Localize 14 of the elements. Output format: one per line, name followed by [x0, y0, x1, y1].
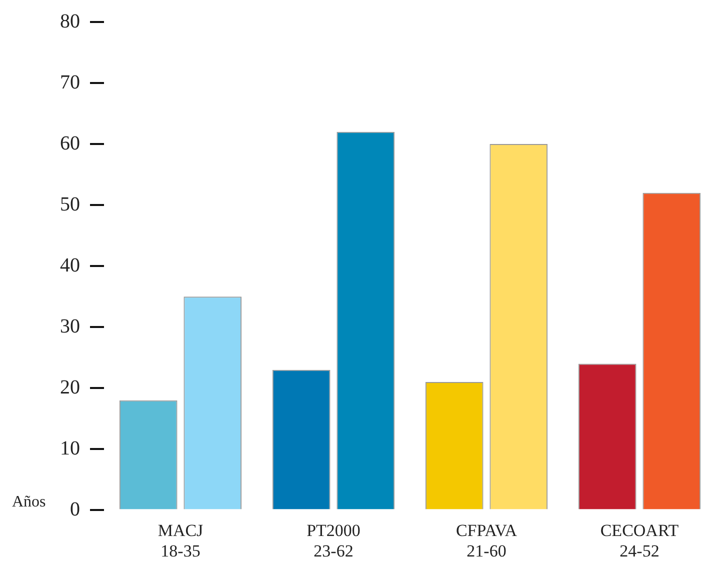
x-tick-label: PT2000 23-62 [306, 520, 360, 560]
y-tick-label: 0 [70, 498, 80, 520]
y-tick-label: 20 [60, 376, 80, 398]
x-tick-label: CECOART 24-52 [600, 520, 680, 560]
y-tick-label: 60 [60, 132, 80, 154]
y-tick-label: 40 [60, 254, 80, 276]
y-tick-label: 70 [60, 71, 80, 94]
y-tick-label: 30 [60, 315, 80, 338]
y-tick-label: 10 [60, 437, 80, 460]
y-tick-label: 50 [60, 193, 80, 216]
y-axis-title: Años [12, 493, 46, 510]
x-tick-label: CFPAVA 21-60 [456, 520, 518, 560]
y-tick-label: 80 [60, 10, 80, 32]
x-tick-label: MACJ 18-35 [158, 520, 204, 560]
